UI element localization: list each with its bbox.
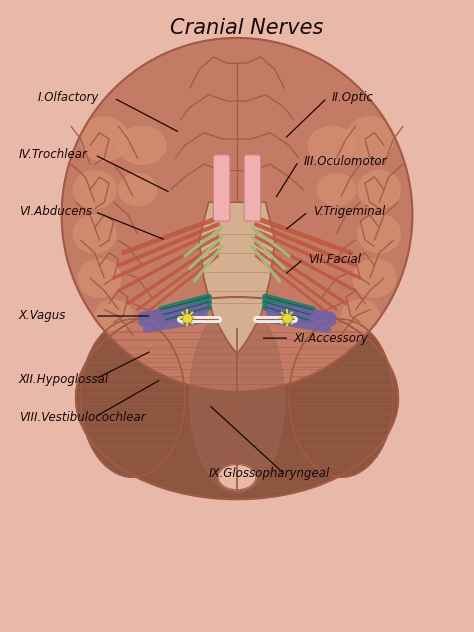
Ellipse shape [78, 259, 121, 297]
Text: XI.Accessory: XI.Accessory [294, 332, 369, 344]
Ellipse shape [81, 319, 185, 477]
Text: X.Vagus: X.Vagus [19, 310, 66, 322]
Text: VII.Facial: VII.Facial [308, 253, 361, 265]
Ellipse shape [73, 171, 116, 209]
Text: V.Trigeminal: V.Trigeminal [313, 205, 385, 218]
Text: VI.Abducens: VI.Abducens [19, 205, 92, 218]
FancyBboxPatch shape [213, 155, 230, 221]
FancyBboxPatch shape [244, 155, 261, 221]
Text: IV.Trochlear: IV.Trochlear [19, 149, 88, 161]
Text: Cranial Nerves: Cranial Nerves [170, 18, 323, 39]
Text: XII.Hypoglossal: XII.Hypoglossal [19, 373, 109, 386]
Ellipse shape [76, 297, 398, 499]
Ellipse shape [358, 215, 401, 253]
Ellipse shape [341, 300, 379, 332]
Ellipse shape [218, 465, 256, 490]
Ellipse shape [62, 38, 412, 392]
Ellipse shape [346, 117, 393, 161]
Text: IX.Glossopharyngeal: IX.Glossopharyngeal [209, 468, 330, 480]
Ellipse shape [118, 126, 166, 164]
Text: I.Olfactory: I.Olfactory [38, 92, 99, 104]
Text: II.Optic: II.Optic [332, 92, 374, 104]
Text: VIII.Vestibulocochlear: VIII.Vestibulocochlear [19, 411, 146, 423]
Ellipse shape [81, 117, 128, 161]
Ellipse shape [190, 303, 284, 493]
Ellipse shape [318, 174, 356, 205]
Ellipse shape [289, 319, 393, 477]
Polygon shape [199, 202, 275, 354]
Ellipse shape [358, 171, 401, 209]
Text: III.Oculomotor: III.Oculomotor [303, 155, 387, 167]
Ellipse shape [353, 259, 396, 297]
Ellipse shape [95, 300, 133, 332]
Ellipse shape [308, 126, 356, 164]
Ellipse shape [118, 174, 156, 205]
Ellipse shape [73, 215, 116, 253]
